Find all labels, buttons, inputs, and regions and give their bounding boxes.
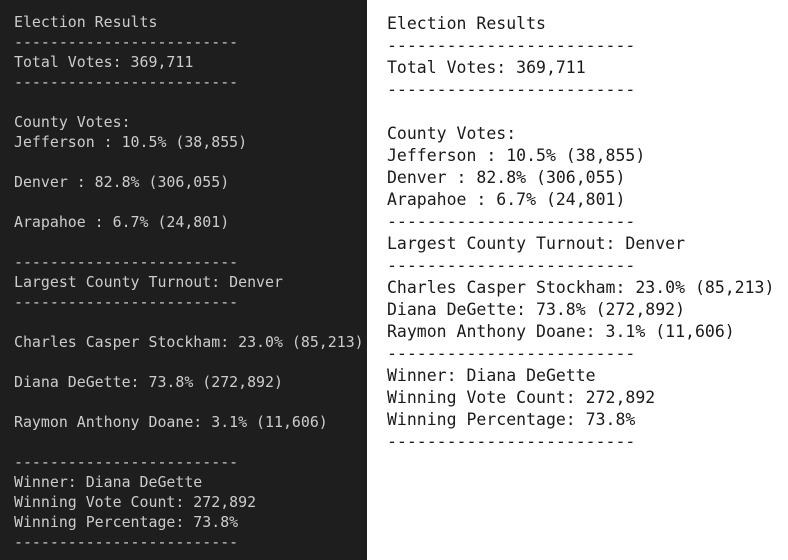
line: County Votes: bbox=[14, 113, 131, 131]
separator: ------------------------- bbox=[14, 533, 239, 551]
line: Winning Percentage: 73.8% bbox=[14, 513, 239, 531]
line: Election Results bbox=[387, 14, 546, 33]
separator: ------------------------- bbox=[387, 256, 636, 275]
line: Winning Percentage: 73.8% bbox=[387, 410, 636, 429]
line: Arapahoe : 6.7% (24,801) bbox=[14, 213, 230, 231]
line: Diana DeGette: 73.8% (272,892) bbox=[387, 300, 686, 319]
terminal-panel: Election Results -----------------------… bbox=[0, 0, 367, 560]
separator: ------------------------- bbox=[14, 33, 239, 51]
line: County Votes: bbox=[387, 124, 517, 143]
line: Winner: Diana DeGette bbox=[387, 366, 596, 385]
separator: ------------------------- bbox=[387, 432, 636, 451]
separator: ------------------------- bbox=[14, 453, 239, 471]
separator: ------------------------- bbox=[387, 36, 636, 55]
line: Raymon Anthony Doane: 3.1% (11,606) bbox=[14, 413, 328, 431]
line: Total Votes: 369,711 bbox=[387, 58, 586, 77]
line: Charles Casper Stockham: 23.0% (85,213) bbox=[14, 333, 364, 351]
line: Largest County Turnout: Denver bbox=[14, 273, 283, 291]
separator: ------------------------- bbox=[14, 253, 239, 271]
line: Winner: Diana DeGette bbox=[14, 473, 203, 491]
line: Charles Casper Stockham: 23.0% (85,213) bbox=[387, 278, 775, 297]
line: Raymon Anthony Doane: 3.1% (11,606) bbox=[387, 322, 735, 341]
separator: ------------------------- bbox=[387, 212, 636, 231]
line: Largest County Turnout: Denver bbox=[387, 234, 686, 253]
line: Winning Vote Count: 272,892 bbox=[387, 388, 656, 407]
line: Total Votes: 369,711 bbox=[14, 53, 194, 71]
separator: ------------------------- bbox=[14, 73, 239, 91]
line: Jefferson : 10.5% (38,855) bbox=[14, 133, 248, 151]
line: Denver : 82.8% (306,055) bbox=[387, 168, 626, 187]
line: Arapahoe : 6.7% (24,801) bbox=[387, 190, 626, 209]
line: Denver : 82.8% (306,055) bbox=[14, 173, 230, 191]
text-file-panel: Election Results -----------------------… bbox=[367, 0, 788, 560]
separator: ------------------------- bbox=[387, 80, 636, 99]
line: Winning Vote Count: 272,892 bbox=[14, 493, 257, 511]
line: Election Results bbox=[14, 13, 158, 31]
separator: ------------------------- bbox=[387, 344, 636, 363]
separator: ------------------------- bbox=[14, 293, 239, 311]
line: Diana DeGette: 73.8% (272,892) bbox=[14, 373, 283, 391]
line: Jefferson : 10.5% (38,855) bbox=[387, 146, 646, 165]
